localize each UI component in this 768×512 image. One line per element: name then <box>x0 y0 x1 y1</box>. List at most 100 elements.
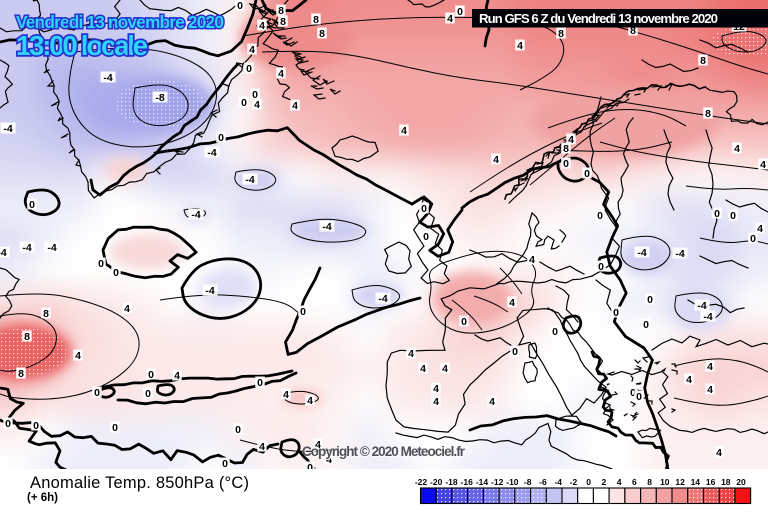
svg-text:0: 0 <box>29 199 35 211</box>
svg-text:Copyright © 2020 Meteociel.fr: Copyright © 2020 Meteociel.fr <box>302 444 466 459</box>
svg-text:8: 8 <box>278 5 284 17</box>
svg-text:-8: -8 <box>524 477 532 487</box>
svg-text:4: 4 <box>493 154 499 166</box>
svg-text:-16: -16 <box>461 477 474 487</box>
svg-text:-4: -4 <box>675 248 684 260</box>
svg-text:12: 12 <box>675 477 685 487</box>
svg-text:4: 4 <box>315 439 321 451</box>
svg-text:4: 4 <box>489 396 495 408</box>
svg-text:4: 4 <box>401 125 407 137</box>
svg-text:0: 0 <box>461 316 467 328</box>
svg-text:4: 4 <box>433 383 439 395</box>
svg-text:-4: -4 <box>245 174 254 186</box>
svg-text:Copyright © 2020 Meteociel.fr: Copyright © 2020 Meteociel.fr <box>303 445 467 460</box>
svg-text:-4: -4 <box>554 477 562 487</box>
svg-text:4: 4 <box>259 20 265 32</box>
svg-text:0: 0 <box>246 63 252 75</box>
svg-text:8: 8 <box>630 25 636 37</box>
svg-text:8: 8 <box>705 108 711 120</box>
svg-text:4: 4 <box>760 159 766 171</box>
svg-text:0: 0 <box>222 458 228 470</box>
svg-text:4: 4 <box>707 384 713 396</box>
svg-text:Anomalie Temp. 850hPa (°C): Anomalie Temp. 850hPa (°C) <box>30 474 249 492</box>
svg-text:0: 0 <box>597 210 603 222</box>
svg-text:-22: -22 <box>415 477 428 487</box>
svg-text:0: 0 <box>307 462 313 474</box>
svg-text:0: 0 <box>647 294 653 306</box>
svg-text:-8: -8 <box>155 92 164 104</box>
svg-text:0: 0 <box>237 0 243 12</box>
svg-text:-20: -20 <box>430 477 443 487</box>
svg-text:0: 0 <box>714 208 720 220</box>
svg-text:0: 0 <box>113 267 119 279</box>
svg-text:4: 4 <box>408 348 414 360</box>
svg-text:-4: -4 <box>322 221 331 233</box>
svg-text:0: 0 <box>563 158 569 170</box>
svg-text:4: 4 <box>686 374 692 386</box>
svg-text:4: 4 <box>529 254 535 266</box>
svg-text:0: 0 <box>241 97 247 109</box>
svg-text:4: 4 <box>716 447 722 459</box>
svg-text:8: 8 <box>647 477 652 487</box>
svg-text:0: 0 <box>94 387 100 399</box>
svg-text:0: 0 <box>235 424 241 436</box>
svg-text:-4: -4 <box>637 247 646 259</box>
svg-text:10: 10 <box>660 477 670 487</box>
svg-text:-2: -2 <box>570 477 578 487</box>
svg-text:4: 4 <box>249 44 255 56</box>
svg-text:-4: -4 <box>103 72 112 84</box>
svg-text:0: 0 <box>5 418 11 430</box>
svg-text:8: 8 <box>18 368 24 380</box>
svg-text:0: 0 <box>636 391 642 403</box>
svg-text:4: 4 <box>420 363 426 375</box>
svg-text:2: 2 <box>602 477 607 487</box>
svg-text:0: 0 <box>257 377 263 389</box>
svg-text:-4: -4 <box>22 242 31 254</box>
svg-text:-14: -14 <box>476 477 489 487</box>
svg-text:4: 4 <box>75 350 81 362</box>
svg-text:0: 0 <box>750 233 756 245</box>
svg-text:4: 4 <box>568 134 574 146</box>
svg-text:4: 4 <box>259 441 265 453</box>
svg-text:13:00 locale: 13:00 locale <box>16 30 148 61</box>
svg-text:0: 0 <box>33 420 39 432</box>
svg-text:-12: -12 <box>491 477 504 487</box>
svg-text:0: 0 <box>613 307 619 319</box>
svg-text:4: 4 <box>509 297 515 309</box>
svg-text:8: 8 <box>563 143 569 155</box>
svg-text:0: 0 <box>512 346 518 358</box>
svg-text:Vendredi 13 novembre 2020: Vendredi 13 novembre 2020 <box>16 12 224 32</box>
svg-text:-4: -4 <box>47 242 56 254</box>
svg-text:0: 0 <box>148 369 154 381</box>
svg-text:0: 0 <box>457 6 463 18</box>
svg-text:(+ 6h): (+ 6h) <box>27 492 58 504</box>
svg-text:-4: -4 <box>205 285 214 297</box>
svg-text:4: 4 <box>174 370 180 382</box>
svg-text:4: 4 <box>307 395 313 407</box>
svg-text:8: 8 <box>558 28 564 40</box>
svg-text:0: 0 <box>584 168 590 180</box>
svg-text:Run GFS 6 Z du Vendredi 13 nov: Run GFS 6 Z du Vendredi 13 novembre 2020 <box>479 11 718 26</box>
svg-text:8: 8 <box>313 14 319 26</box>
svg-text:4: 4 <box>326 454 332 466</box>
svg-text:-4: -4 <box>191 209 200 221</box>
svg-text:4: 4 <box>254 99 260 111</box>
svg-text:4: 4 <box>433 396 439 408</box>
svg-text:4: 4 <box>517 40 523 52</box>
svg-text:4: 4 <box>442 363 448 375</box>
svg-text:-18: -18 <box>445 477 458 487</box>
svg-text:0: 0 <box>98 258 104 270</box>
svg-text:-4: -4 <box>0 247 7 259</box>
svg-text:4: 4 <box>447 13 453 25</box>
svg-text:-6: -6 <box>539 477 547 487</box>
svg-text:0: 0 <box>423 231 429 243</box>
svg-text:4: 4 <box>734 143 740 155</box>
svg-text:18: 18 <box>721 477 731 487</box>
svg-text:16: 16 <box>706 477 716 487</box>
svg-text:-4: -4 <box>378 293 387 305</box>
svg-text:4: 4 <box>278 68 284 80</box>
svg-text:0: 0 <box>218 132 224 144</box>
svg-text:0: 0 <box>630 387 636 399</box>
svg-text:6: 6 <box>632 477 637 487</box>
svg-text:8: 8 <box>24 331 30 343</box>
